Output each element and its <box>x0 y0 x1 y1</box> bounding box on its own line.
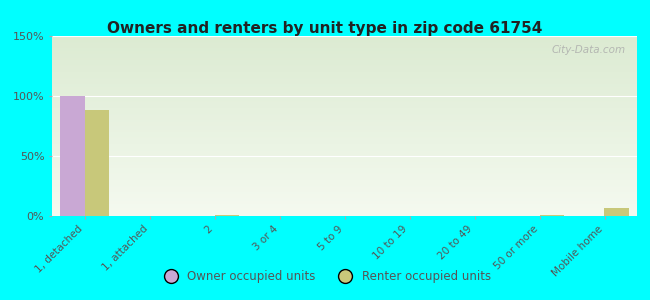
Text: Owners and renters by unit type in zip code 61754: Owners and renters by unit type in zip c… <box>107 21 543 36</box>
Bar <box>60 96 84 216</box>
Bar <box>84 110 109 216</box>
Bar <box>604 208 629 216</box>
Bar <box>540 215 564 216</box>
Text: City-Data.com: City-Data.com <box>551 45 625 55</box>
Legend: Owner occupied units, Renter occupied units: Owner occupied units, Renter occupied un… <box>154 266 496 288</box>
Bar <box>214 215 239 216</box>
